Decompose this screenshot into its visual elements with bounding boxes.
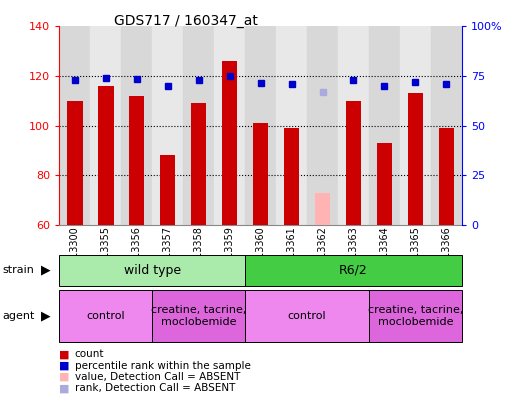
Bar [121, 26, 152, 225]
Bar [245, 26, 276, 225]
Bar [152, 26, 183, 225]
Bar [315, 192, 330, 225]
Bar [346, 101, 361, 225]
Bar [408, 93, 423, 225]
Bar [67, 101, 83, 225]
Text: control: control [87, 311, 125, 321]
Bar [191, 103, 206, 225]
Bar [369, 290, 462, 342]
Text: ▶: ▶ [41, 264, 51, 277]
Bar [369, 26, 400, 225]
Bar [183, 26, 214, 225]
Text: creatine, tacrine,
moclobemide: creatine, tacrine, moclobemide [151, 305, 246, 327]
Bar [245, 290, 369, 342]
Bar [222, 61, 237, 225]
Text: count: count [75, 350, 104, 359]
Text: GDS717 / 160347_at: GDS717 / 160347_at [114, 14, 257, 28]
Bar [59, 26, 90, 225]
Bar [98, 86, 114, 225]
Bar [338, 26, 369, 225]
Bar [129, 96, 144, 225]
Bar [90, 26, 121, 225]
Bar [276, 26, 307, 225]
Text: creatine, tacrine,
moclobemide: creatine, tacrine, moclobemide [368, 305, 463, 327]
Text: strain: strain [3, 265, 35, 275]
Text: agent: agent [3, 311, 35, 321]
Text: wild type: wild type [124, 264, 181, 277]
Text: ▶: ▶ [41, 309, 51, 322]
Bar [59, 290, 152, 342]
Text: ■: ■ [59, 361, 70, 371]
Text: ■: ■ [59, 384, 70, 393]
Bar [152, 290, 245, 342]
Text: ■: ■ [59, 372, 70, 382]
Bar [377, 143, 392, 225]
Bar [307, 26, 338, 225]
Bar [160, 155, 175, 225]
Bar [245, 255, 462, 286]
Bar [284, 128, 299, 225]
Text: percentile rank within the sample: percentile rank within the sample [75, 361, 251, 371]
Bar [253, 123, 268, 225]
Text: control: control [288, 311, 326, 321]
Bar [214, 26, 245, 225]
Bar [59, 255, 245, 286]
Text: R6/2: R6/2 [339, 264, 368, 277]
Text: ■: ■ [59, 350, 70, 359]
Text: value, Detection Call = ABSENT: value, Detection Call = ABSENT [75, 372, 240, 382]
Text: rank, Detection Call = ABSENT: rank, Detection Call = ABSENT [75, 384, 235, 393]
Bar [431, 26, 462, 225]
Bar [400, 26, 431, 225]
Bar [439, 128, 454, 225]
